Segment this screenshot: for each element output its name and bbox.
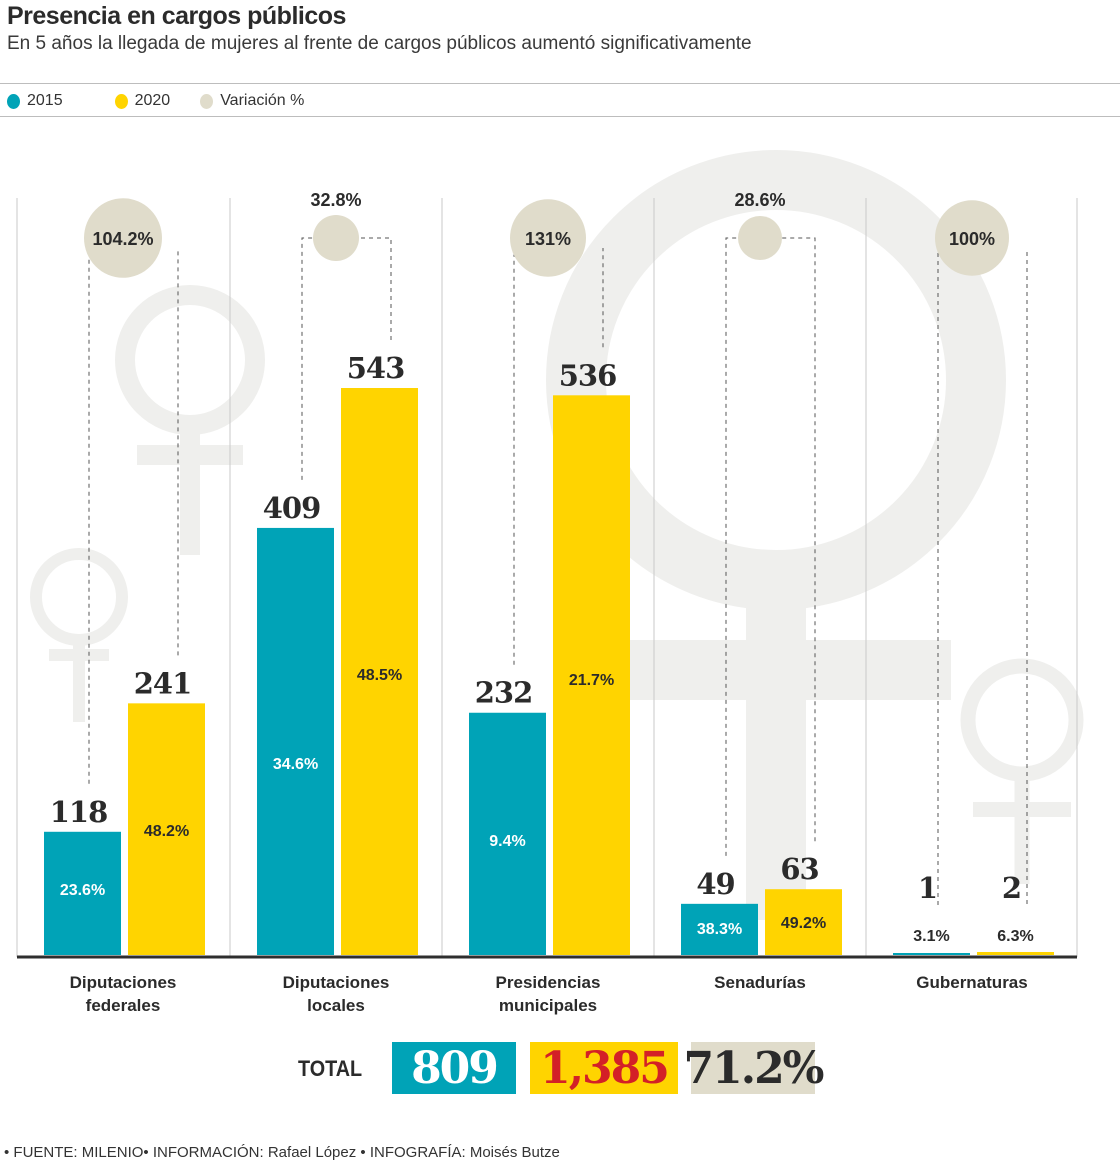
totals-row: TOTAL 809 1,385 71.2%	[0, 1042, 1120, 1096]
female-symbol-large-stem	[746, 580, 806, 920]
legend-dot-2015	[7, 93, 20, 109]
variation-label: 131%	[525, 229, 571, 249]
bar-2015	[893, 953, 970, 955]
value-label-2020: 543	[347, 351, 405, 385]
total-variation: 71.2%	[684, 1042, 824, 1094]
total-2020: 1,385	[530, 1042, 678, 1094]
total-2015: 809	[392, 1042, 516, 1094]
connector-2015	[301, 237, 313, 480]
female-symbol-small-1-crossbar	[137, 445, 243, 465]
legend-label-2015: 2015	[27, 92, 63, 109]
bar-2020	[341, 388, 418, 955]
legend-item-variation: Variación %	[200, 92, 304, 110]
bar-chart: 104.2% 32.8% 131% 28.6% 100% 118 241 23.6% 48.2…	[16, 150, 1084, 1015]
connector-2020	[782, 237, 816, 842]
variation-bubble	[84, 198, 162, 278]
value-label-2020: 63	[780, 852, 818, 886]
variation-label: 100%	[949, 229, 995, 249]
bar-2015	[257, 527, 334, 955]
category-label: Diputaciones	[283, 973, 390, 992]
value-label-2015: 1	[918, 871, 937, 905]
chart-title: Presencia en cargos públicos	[7, 2, 346, 30]
variation-label: 28.6%	[734, 190, 785, 210]
variation-label: 32.8%	[310, 190, 361, 210]
female-symbol-small-2	[30, 548, 128, 722]
category-label: Presidencias	[496, 973, 601, 992]
bars	[44, 388, 1054, 955]
category-label: locales	[307, 996, 365, 1015]
bar-2015	[469, 712, 546, 955]
share-label-2015: 38.3%	[697, 921, 742, 938]
category-label: federales	[86, 996, 161, 1015]
value-label-2015: 49	[696, 867, 734, 901]
legend-item-2015: 2015	[7, 92, 63, 110]
female-symbol-small-3-crossbar	[973, 802, 1071, 817]
background-female-symbols	[30, 150, 1084, 920]
connector-2020	[359, 237, 392, 340]
value-label-2020: 536	[559, 358, 617, 392]
female-symbol-large-crossbar	[601, 640, 951, 700]
legend-item-2020: 2020	[114, 92, 171, 110]
total-label: TOTAL	[298, 1056, 363, 1081]
value-label-2020: 241	[134, 666, 192, 700]
bar-2015	[681, 903, 758, 955]
bar-2020	[765, 889, 842, 955]
column-separators	[16, 198, 1078, 957]
share-label-2020: 6.3%	[997, 928, 1033, 945]
category-label: Senadurías	[714, 973, 806, 992]
share-label-2020: 49.2%	[781, 915, 826, 932]
female-symbol-small-2-ring	[30, 548, 128, 646]
share-label-2020: 21.7%	[569, 672, 614, 689]
share-label-2020: 48.2%	[144, 823, 189, 840]
variation-label: 104.2%	[92, 229, 153, 249]
chart-subtitle: En 5 años la llegada de mujeres al frent…	[7, 33, 752, 54]
share-label-2015: 9.4%	[489, 833, 525, 850]
footer-credits: • FUENTE: MILENIO• INFORMACIÓN: Rafael L…	[4, 1144, 560, 1161]
legend-bottom-divider	[0, 116, 1120, 117]
variation-connectors	[88, 237, 1028, 905]
female-symbol-small-3-ring	[960, 658, 1084, 782]
variation-bubble	[510, 199, 586, 277]
bar-2020	[128, 703, 205, 955]
legend-top-divider	[0, 83, 1120, 84]
connector-2015	[725, 237, 738, 856]
female-symbol-small-1	[115, 285, 265, 555]
value-label-2015: 118	[50, 795, 108, 829]
female-symbol-small-2-crossbar	[49, 649, 109, 661]
variation-bubble	[738, 216, 782, 260]
legend-dot-2020	[114, 93, 128, 109]
bar-2020	[977, 952, 1054, 955]
share-label-2015: 3.1%	[913, 928, 949, 945]
bar-2020	[553, 395, 630, 955]
female-symbol-large	[546, 150, 1006, 920]
category-label: municipales	[499, 996, 597, 1015]
variation-bubbles: 104.2% 32.8% 131% 28.6% 100%	[84, 190, 1009, 278]
female-symbol-small-1-stem	[180, 425, 200, 555]
share-label-2015: 23.6%	[60, 882, 105, 899]
female-symbol-small-3	[960, 658, 1084, 884]
share-label-2015: 34.6%	[273, 756, 318, 773]
value-label-2020: 2	[1002, 871, 1021, 905]
legend-dot-variation	[200, 93, 214, 109]
category-label: Gubernaturas	[916, 973, 1027, 992]
legend: 2015 2020 Variación %	[7, 88, 334, 114]
female-symbol-small-1-ring	[115, 285, 265, 435]
total-variation-value: 71.2%	[683, 1042, 825, 1094]
variation-bubble	[935, 200, 1009, 276]
legend-label-2020: 2020	[134, 92, 171, 109]
legend-label-variation: Variación %	[220, 92, 305, 109]
total-2015-value: 809	[411, 1042, 499, 1094]
bar-labels: 118 241 23.6% 48.2% 409 543 34.6% 48.5% 232 536 9.…	[50, 351, 1034, 945]
share-label-2020: 48.5%	[357, 667, 402, 684]
total-2020-value: 1,385	[540, 1042, 670, 1094]
variation-bubble	[313, 215, 359, 261]
category-label: Diputaciones	[70, 973, 177, 992]
female-symbol-small-3-stem	[1014, 774, 1030, 884]
value-label-2015: 409	[263, 491, 321, 525]
category-labels: Diputaciones federales Diputaciones locales…	[70, 973, 1028, 1015]
value-label-2015: 232	[475, 676, 533, 710]
bar-2015	[44, 831, 121, 955]
